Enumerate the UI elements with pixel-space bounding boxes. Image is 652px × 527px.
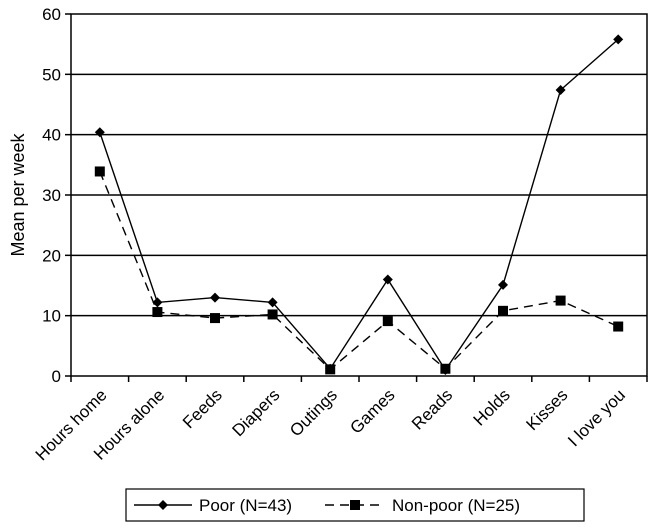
legend-marker: [158, 500, 168, 510]
legend-marker: [350, 500, 360, 510]
legend: Poor (N=43) Non-poor (N=25): [125, 488, 585, 522]
x-tick-label: Holds: [470, 385, 514, 429]
gridlines: [71, 73, 647, 317]
series-layer: [94, 34, 624, 375]
y-tick-label: 60: [42, 5, 61, 24]
data-point: [152, 297, 163, 308]
x-tick-label: Feeds: [179, 385, 226, 432]
series-line: [99, 38, 619, 372]
data-point: [267, 309, 278, 320]
y-tick-label: 50: [42, 65, 61, 84]
data-point: [382, 274, 393, 285]
data-point: [613, 34, 624, 45]
data-point: [555, 295, 566, 306]
data-point: [382, 316, 393, 327]
data-point: [94, 166, 105, 177]
y-tick-label: 20: [42, 246, 61, 265]
x-tick-label: Outings: [286, 385, 341, 440]
legend-item: Poor (N=43): [134, 496, 292, 515]
x-tick-label: Kisses: [523, 385, 572, 434]
data-point: [440, 363, 451, 374]
data-point: [498, 305, 508, 316]
data-point: [267, 297, 278, 308]
y-axis-ticks: 0 10 20 30 40 50 60: [42, 5, 71, 386]
y-tick-label: 30: [42, 186, 61, 205]
series-poor: [94, 34, 624, 375]
data-point: [325, 364, 336, 375]
y-tick-label: 0: [52, 367, 61, 386]
x-tick-label: I love you: [564, 385, 629, 450]
y-tick-label: 40: [42, 126, 61, 145]
legend-label: Poor (N=43): [199, 496, 292, 515]
x-tick-label: Games: [346, 385, 398, 437]
data-point: [152, 307, 163, 318]
data-point: [94, 127, 105, 138]
data-point: [555, 85, 566, 96]
data-point: [210, 292, 220, 303]
legend-label: Non-poor (N=25): [392, 496, 520, 515]
series-non-poor: [94, 166, 624, 375]
series-line: [99, 171, 619, 371]
data-point: [498, 279, 508, 290]
x-tick-label: Diapers: [229, 385, 284, 440]
data-point: [613, 321, 624, 332]
y-tick-label: 10: [42, 307, 61, 326]
y-axis-label: Mean per week: [8, 132, 28, 256]
x-tick-label: Reads: [408, 385, 456, 433]
legend-item: Non-poor (N=25): [325, 496, 520, 515]
data-point: [210, 313, 220, 324]
